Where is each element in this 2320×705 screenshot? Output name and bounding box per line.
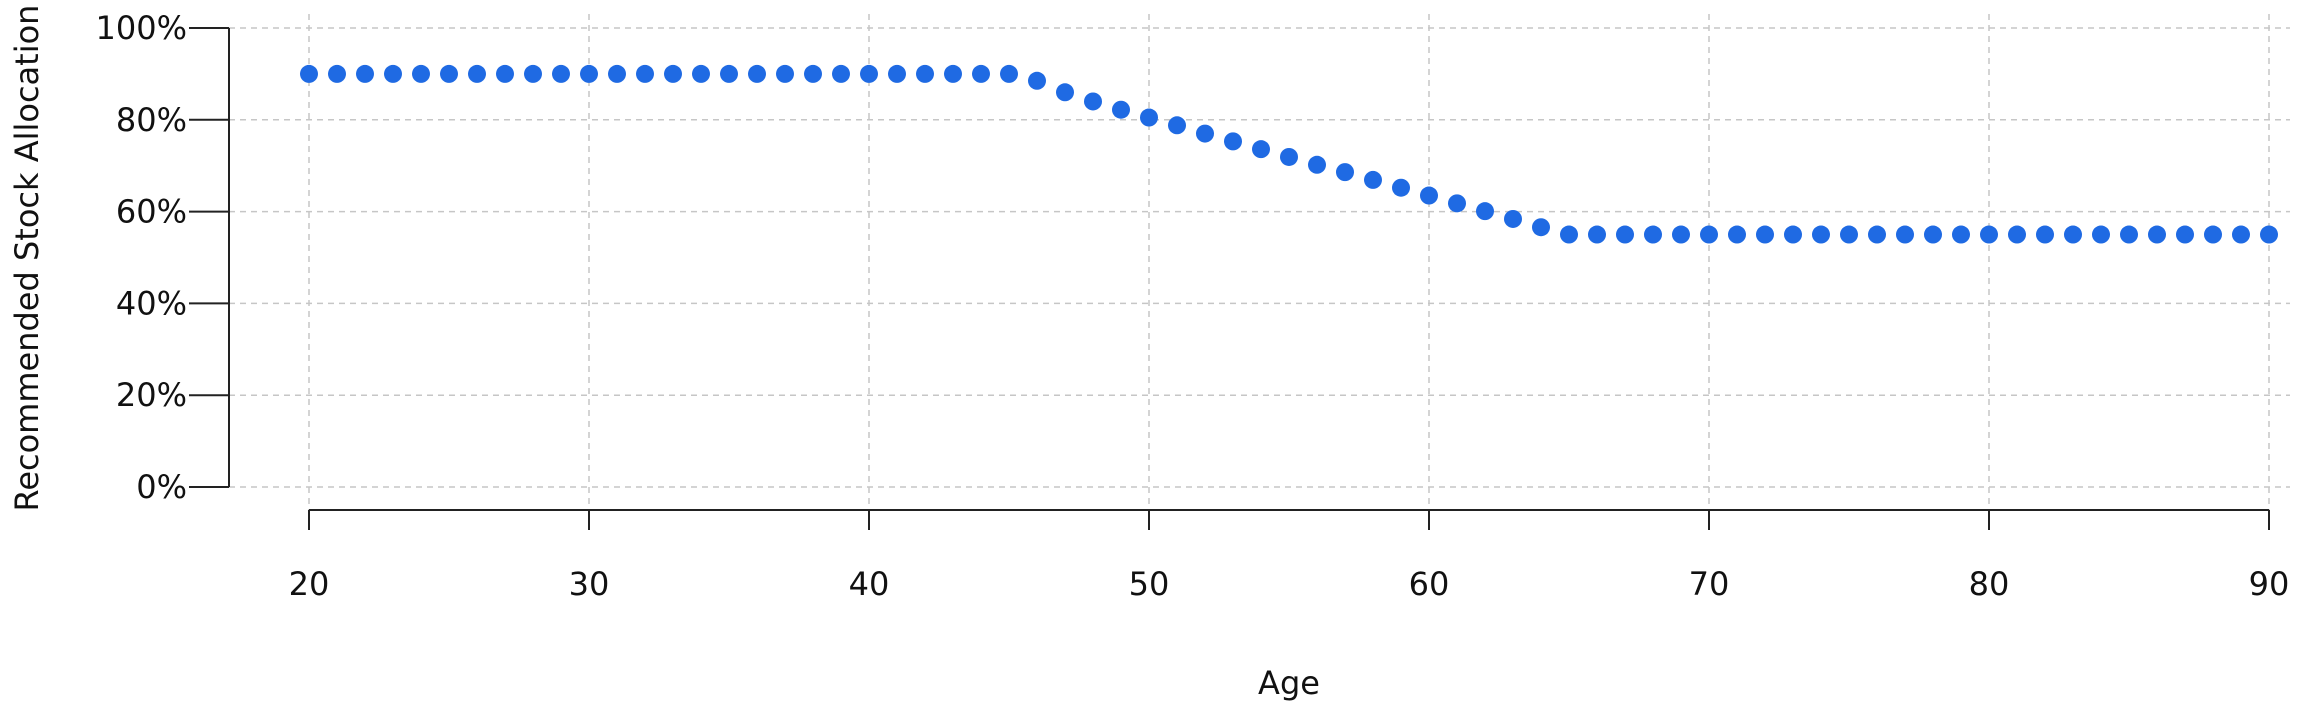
- y-ticks: 0% 20% 40% 60% 80% 100%: [96, 9, 229, 506]
- data-point: [300, 64, 318, 83]
- data-point: [832, 64, 850, 83]
- data-point: [1252, 140, 1270, 159]
- data-point: [1196, 124, 1214, 143]
- data-point: [1924, 225, 1942, 244]
- data-point: [776, 64, 794, 83]
- y-tick-label: 100%: [96, 9, 187, 47]
- data-point: [496, 64, 514, 83]
- data-point: [440, 64, 458, 83]
- data-point: [1980, 225, 1998, 244]
- data-point: [1336, 163, 1354, 182]
- x-tick-label: 50: [1129, 565, 1170, 603]
- data-point: [944, 64, 962, 83]
- data-point: [1420, 186, 1438, 205]
- data-point: [608, 64, 626, 83]
- x-tick-label: 40: [849, 565, 890, 603]
- gridlines: [229, 14, 2290, 510]
- data-point: [1784, 225, 1802, 244]
- y-tick-label: 60%: [116, 193, 187, 231]
- y-axis-title: Recommended Stock Allocation: [8, 5, 46, 512]
- data-point: [1448, 194, 1466, 213]
- data-point: [1756, 225, 1774, 244]
- y-tick-label: 0%: [136, 468, 187, 506]
- data-point: [1280, 147, 1298, 166]
- data-point: [1476, 202, 1494, 221]
- data-point: [1532, 218, 1550, 237]
- data-point: [1588, 225, 1606, 244]
- x-tick-label: 30: [569, 565, 610, 603]
- x-ticks: 20 30 40 50 60 70 80 90: [289, 510, 2290, 603]
- x-axis-title: Age: [1258, 664, 1320, 702]
- data-point: [1392, 178, 1410, 197]
- x-tick-label: 70: [1689, 565, 1730, 603]
- data-point: [916, 64, 934, 83]
- data-point: [720, 64, 738, 83]
- data-point: [2120, 225, 2138, 244]
- x-tick-label: 20: [289, 565, 330, 603]
- data-point: [1168, 116, 1186, 135]
- data-point: [1812, 225, 1830, 244]
- data-point: [972, 64, 990, 83]
- data-point: [1084, 92, 1102, 111]
- data-point: [1364, 170, 1382, 189]
- data-point: [1224, 132, 1242, 151]
- data-point: [636, 64, 654, 83]
- data-point: [1868, 225, 1886, 244]
- axes: [228, 28, 2269, 511]
- data-point: [888, 64, 906, 83]
- data-point: [664, 64, 682, 83]
- data-point: [2204, 225, 2222, 244]
- data-point: [2176, 225, 2194, 244]
- y-tick-label: 80%: [116, 101, 187, 139]
- data-point: [1112, 100, 1130, 119]
- data-point: [468, 64, 486, 83]
- data-point: [2148, 225, 2166, 244]
- data-point: [1896, 225, 1914, 244]
- data-point: [1140, 108, 1158, 127]
- data-point: [2092, 225, 2110, 244]
- data-point: [552, 64, 570, 83]
- data-points: [300, 64, 2278, 244]
- data-point: [1308, 155, 1326, 174]
- data-point: [2232, 225, 2250, 244]
- data-point: [2064, 225, 2082, 244]
- data-point: [1560, 225, 1578, 244]
- data-point: [356, 64, 374, 83]
- data-point: [328, 64, 346, 83]
- data-point: [2008, 225, 2026, 244]
- data-point: [580, 64, 598, 83]
- data-point: [384, 64, 402, 83]
- x-tick-label: 80: [1969, 565, 2010, 603]
- data-point: [804, 64, 822, 83]
- data-point: [1000, 64, 1018, 83]
- x-tick-label: 90: [2249, 565, 2290, 603]
- data-point: [2036, 225, 2054, 244]
- x-tick-label: 60: [1409, 565, 1450, 603]
- data-point: [1504, 209, 1522, 228]
- y-tick-label: 40%: [116, 284, 187, 322]
- data-point: [1056, 83, 1074, 102]
- y-tick-label: 20%: [116, 376, 187, 414]
- data-point: [1700, 225, 1718, 244]
- data-point: [524, 64, 542, 83]
- data-point: [748, 64, 766, 83]
- data-point: [1028, 71, 1046, 90]
- data-point: [1616, 225, 1634, 244]
- data-point: [1672, 225, 1690, 244]
- data-point: [692, 64, 710, 83]
- data-point: [1728, 225, 1746, 244]
- data-point: [2260, 225, 2278, 244]
- data-point: [1952, 225, 1970, 244]
- data-point: [860, 64, 878, 83]
- data-point: [1840, 225, 1858, 244]
- data-point: [1644, 225, 1662, 244]
- data-point: [412, 64, 430, 83]
